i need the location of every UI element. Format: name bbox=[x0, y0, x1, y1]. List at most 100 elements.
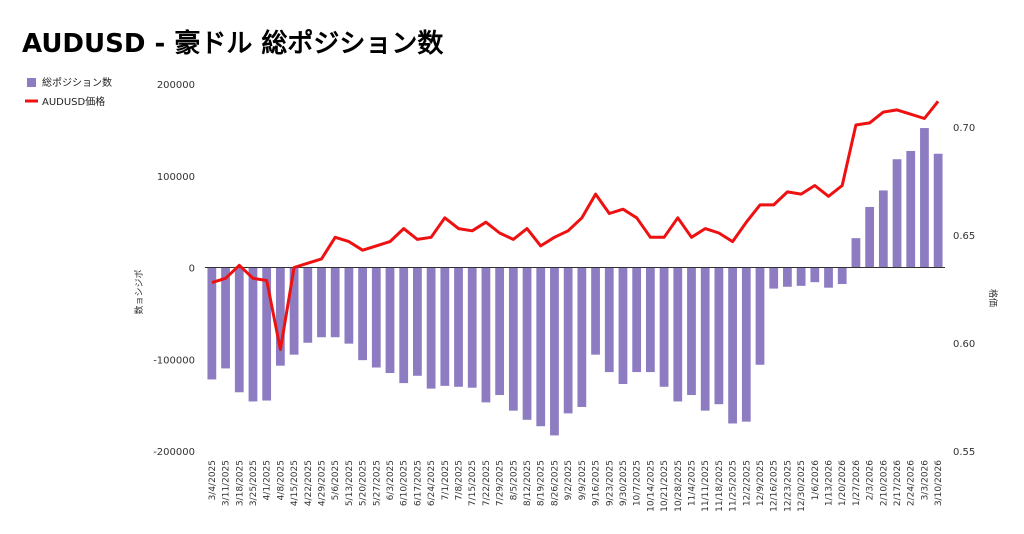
x-axis-ticks: 3/4/2025 3/11/2025 3/18/2025 3/25/2025 4/1/2… bbox=[208, 460, 944, 512]
x-tick-label: 9/2/2025 bbox=[564, 460, 574, 500]
y-left-tick-label: -100000 bbox=[153, 355, 195, 366]
line-series-price bbox=[211, 100, 940, 351]
bar bbox=[440, 267, 450, 386]
y-left-tick-label: 0 bbox=[189, 264, 195, 275]
legend-label-price: AUDUSD価格 bbox=[42, 95, 105, 108]
y-axis-left-ticks: 200000 100000 0 -100000 -200000 bbox=[153, 80, 195, 458]
x-tick-label: 12/23/2025 bbox=[783, 460, 793, 512]
bar bbox=[687, 267, 696, 396]
y-right-tick-label: 0.65 bbox=[953, 231, 975, 242]
x-tick-label: 5/20/2025 bbox=[359, 460, 369, 506]
bar bbox=[591, 267, 600, 355]
x-tick-label: 7/8/2025 bbox=[455, 460, 465, 500]
x-tick-label: 10/21/2025 bbox=[660, 460, 670, 512]
bar bbox=[248, 267, 258, 402]
y-left-tick-label: -200000 bbox=[153, 447, 195, 458]
x-tick-label: 9/30/2025 bbox=[619, 460, 629, 506]
x-tick-label: 6/24/2025 bbox=[427, 460, 437, 506]
y-right-tick-label: 0.55 bbox=[953, 447, 975, 458]
bar bbox=[577, 267, 587, 407]
bar bbox=[330, 267, 340, 338]
legend: 総ポジション数 AUDUSD価格 bbox=[25, 76, 112, 108]
x-tick-label: 10/28/2025 bbox=[674, 460, 684, 512]
y-right-tick-label: 0.60 bbox=[953, 339, 975, 350]
bar bbox=[385, 267, 395, 374]
x-tick-label: 3/25/2025 bbox=[249, 460, 259, 506]
bar bbox=[741, 267, 751, 422]
x-tick-label: 10/7/2025 bbox=[633, 460, 643, 506]
x-tick-label: 4/29/2025 bbox=[317, 460, 327, 506]
bar bbox=[837, 267, 847, 285]
x-tick-label: 4/1/2025 bbox=[263, 460, 273, 500]
bar bbox=[275, 267, 285, 366]
x-tick-label: 5/27/2025 bbox=[372, 460, 382, 506]
x-tick-label: 6/3/2025 bbox=[386, 460, 396, 500]
x-tick-label: 2/10/2026 bbox=[879, 460, 889, 506]
bar bbox=[728, 267, 737, 424]
x-tick-label: 5/13/2025 bbox=[345, 460, 355, 506]
bar bbox=[550, 267, 559, 436]
x-tick-label: 11/25/2025 bbox=[729, 460, 739, 512]
x-tick-label: 11/4/2025 bbox=[687, 460, 697, 506]
bar bbox=[426, 267, 436, 389]
x-tick-label: 8/19/2025 bbox=[537, 460, 547, 506]
bar bbox=[892, 159, 902, 268]
x-tick-label: 11/18/2025 bbox=[715, 460, 725, 512]
x-tick-label: 12/30/2025 bbox=[797, 460, 807, 512]
x-tick-label: 2/3/2026 bbox=[866, 460, 876, 501]
x-tick-label: 12/9/2025 bbox=[756, 460, 766, 506]
bar bbox=[645, 267, 655, 373]
x-tick-label: 6/17/2025 bbox=[413, 460, 423, 506]
x-tick-label: 8/12/2025 bbox=[523, 460, 533, 506]
x-tick-label: 12/2/2025 bbox=[742, 460, 752, 506]
bar bbox=[659, 267, 669, 387]
bar bbox=[796, 267, 806, 286]
x-tick-label: 5/6/2025 bbox=[331, 460, 341, 500]
bar bbox=[289, 267, 299, 355]
y-axis-right-ticks: 0.70 0.65 0.60 0.55 bbox=[953, 123, 975, 458]
x-tick-label: 3/11/2025 bbox=[222, 460, 232, 506]
y-left-tick-label: 100000 bbox=[157, 172, 195, 183]
bar bbox=[508, 267, 518, 411]
x-tick-label: 9/23/2025 bbox=[605, 460, 615, 506]
x-tick-label: 3/3/2026 bbox=[920, 460, 930, 501]
x-tick-label: 10/14/2025 bbox=[646, 460, 656, 512]
x-tick-label: 7/22/2025 bbox=[482, 460, 492, 506]
bar bbox=[481, 267, 491, 403]
x-tick-label: 3/10/2026 bbox=[934, 460, 944, 506]
x-tick-label: 2/17/2026 bbox=[893, 460, 903, 506]
bar bbox=[673, 267, 683, 402]
bar bbox=[344, 267, 354, 344]
x-tick-label: 4/8/2025 bbox=[276, 460, 286, 500]
legend-label-positions: 総ポジション数 bbox=[42, 76, 112, 89]
bar bbox=[618, 267, 628, 385]
bar bbox=[399, 267, 409, 384]
bar bbox=[207, 267, 217, 380]
bar bbox=[495, 267, 505, 396]
bar bbox=[878, 190, 888, 268]
y-axis-right-label: 格価 bbox=[987, 289, 999, 307]
bar bbox=[906, 150, 916, 268]
bar bbox=[371, 267, 381, 368]
x-tick-label: 7/1/2025 bbox=[441, 460, 451, 500]
y-left-tick-label: 200000 bbox=[157, 80, 195, 91]
bar bbox=[536, 267, 546, 427]
bar bbox=[865, 206, 875, 268]
bar bbox=[413, 267, 422, 376]
bar bbox=[454, 267, 463, 387]
x-tick-label: 1/13/2026 bbox=[825, 460, 835, 506]
bar bbox=[700, 267, 710, 411]
bar bbox=[303, 267, 313, 343]
bar bbox=[851, 238, 861, 268]
bar bbox=[522, 267, 532, 420]
bar bbox=[632, 267, 642, 373]
x-tick-label: 8/5/2025 bbox=[509, 460, 519, 500]
x-tick-label: 12/16/2025 bbox=[770, 460, 780, 512]
bar bbox=[317, 267, 326, 338]
x-tick-label: 3/4/2025 bbox=[208, 460, 218, 500]
x-tick-label: 2/24/2026 bbox=[907, 460, 917, 506]
x-tick-label: 1/27/2026 bbox=[852, 460, 862, 506]
bar bbox=[563, 267, 573, 414]
bar bbox=[920, 128, 929, 268]
